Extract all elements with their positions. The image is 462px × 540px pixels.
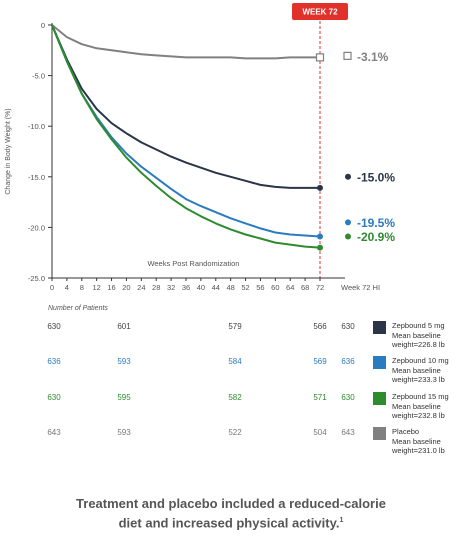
y-tick-label: -10.0 <box>28 122 45 131</box>
series-line <box>51 24 320 189</box>
y-tick-label: -5.0 <box>32 72 45 81</box>
result-marker <box>345 173 351 180</box>
x-tick-label: 24 <box>137 283 145 292</box>
x-tick-label: 28 <box>152 283 160 292</box>
result-marker <box>345 219 351 226</box>
result-label: -15.0% <box>357 170 395 184</box>
x-tick-label: 16 <box>107 283 115 292</box>
x-tick-label: 56 <box>256 283 264 292</box>
patient-count: 643 <box>47 428 61 437</box>
x-tick-label: 32 <box>167 283 175 292</box>
patient-count: 569 <box>313 357 327 366</box>
patient-count: 630 <box>47 393 61 402</box>
x-tick-label: 64 <box>286 283 294 292</box>
patients-row: 643 593 522 504 643 Placebo Mean baseline weigh… <box>0 427 462 468</box>
result-marker <box>343 51 352 60</box>
footnote-line-2-text: diet and increased physical activity. <box>118 515 340 531</box>
patient-count: 593 <box>117 428 131 437</box>
patient-count: 636 <box>47 357 61 366</box>
number-of-patients-title: Number of Patients <box>48 305 108 312</box>
legend-swatch <box>373 321 386 334</box>
x-tick-label: 8 <box>80 283 84 292</box>
x-tick-label: 4 <box>65 283 69 292</box>
legend-text-line: Zepbound 15 mg <box>392 392 449 401</box>
legend-text-line: Mean baseline <box>392 436 441 446</box>
patient-count: 630 <box>341 393 355 402</box>
x-tick-label: 48 <box>226 283 234 292</box>
week-72-badge-label: WEEK 72 <box>302 8 338 17</box>
legend-text-line: Mean baseline <box>392 330 441 340</box>
patient-count: 593 <box>117 357 131 366</box>
patient-count: 582 <box>228 393 242 402</box>
x-extra-tick-label: Week 72 HI <box>341 283 380 292</box>
footnote-line-2: diet and increased physical activity.1 <box>0 512 462 531</box>
patient-count: 643 <box>341 428 355 437</box>
x-tick-label: 36 <box>182 283 190 292</box>
x-tick-label: 44 <box>212 283 220 292</box>
series-end-marker <box>315 53 325 62</box>
legend-text: Zepbound 15 mg Mean baseline weight=232.8 … <box>392 392 462 421</box>
series-line <box>51 24 320 60</box>
legend-text-line: weight=233.3 lb <box>392 375 445 384</box>
legend-swatch <box>373 427 386 440</box>
patients-row: 630 601 579 566 630 Zepbound 5 mg Mean baselin… <box>0 321 462 362</box>
series-line <box>51 24 321 238</box>
result-marker <box>345 233 351 240</box>
y-axis-label: Change in Body Weight (%) <box>5 108 12 194</box>
y-tick-label: -25.0 <box>28 274 45 283</box>
y-tick-label: -20.0 <box>28 223 45 232</box>
series-end-marker <box>317 233 323 240</box>
patients-row: 630 595 582 571 630 Zepbound 15 mg Mean baseli… <box>0 392 462 433</box>
footnote-superscript: 1 <box>339 517 344 524</box>
footnote-line-1: Treatment and placebo included a reduced… <box>76 496 386 511</box>
y-tick-label: -15.0 <box>28 173 45 182</box>
patient-count: 630 <box>47 322 61 331</box>
legend-swatch <box>373 356 386 369</box>
footnote: Treatment and placebo included a reduced… <box>0 495 462 531</box>
x-tick-label: 52 <box>241 283 249 292</box>
patient-count: 571 <box>313 393 327 402</box>
legend-text: Zepbound 5 mg Mean baseline weight=226.8 l… <box>392 321 462 350</box>
legend-text-line: weight=231.0 lb <box>392 446 445 455</box>
patient-count: 601 <box>117 322 131 331</box>
patient-count: 504 <box>313 428 327 437</box>
legend-text: Placebo Mean baseline weight=231.0 lb <box>392 427 462 456</box>
x-tick-label: 20 <box>122 283 130 292</box>
legend-text-line: Zepbound 5 mg <box>392 321 445 330</box>
legend-text-line: Mean baseline <box>392 401 441 411</box>
y-tick-label: 0 <box>41 21 45 30</box>
series-end-marker <box>317 244 323 251</box>
result-label: -20.9% <box>357 230 395 244</box>
legend-swatch <box>373 392 386 405</box>
x-tick-label: 40 <box>197 283 205 292</box>
patient-count: 566 <box>313 322 327 331</box>
legend-text-line: Placebo <box>392 427 420 436</box>
legend-text-line: Zepbound 10 mg <box>392 356 449 365</box>
weight-change-chart: WEEK 72 0 -5.0 -10.0 -15.0 -20.0 -25.0 Change i… <box>5 3 395 292</box>
x-tick-label: 0 <box>50 283 54 292</box>
patient-count: 630 <box>341 322 355 331</box>
x-tick-label: 68 <box>301 283 309 292</box>
legend-text-line: weight=226.8 lb <box>392 340 445 349</box>
result-label: -3.1% <box>357 50 389 64</box>
legend-text: Zepbound 10 mg Mean baseline weight=233.3 … <box>392 356 462 385</box>
legend-text-line: Mean baseline <box>392 365 441 375</box>
series-end-marker <box>317 184 323 191</box>
x-tick-label: 72 <box>316 283 324 292</box>
week-72-badge <box>292 3 348 20</box>
x-tick-label: 12 <box>92 283 100 292</box>
x-tick-label: 60 <box>271 283 279 292</box>
legend-text-line: weight=232.8 lb <box>392 411 445 420</box>
patients-row: 636 593 584 569 636 Zepbound 10 mg Mean baseli… <box>0 356 462 397</box>
result-label: -19.5% <box>357 216 395 230</box>
patient-count: 579 <box>228 322 242 331</box>
patient-count: 595 <box>117 393 131 402</box>
x-axis-label: Weeks Post Randomization <box>147 259 239 268</box>
patient-count: 584 <box>228 357 242 366</box>
patient-count: 636 <box>341 357 355 366</box>
patient-count: 522 <box>228 428 242 437</box>
series-line <box>51 24 321 249</box>
